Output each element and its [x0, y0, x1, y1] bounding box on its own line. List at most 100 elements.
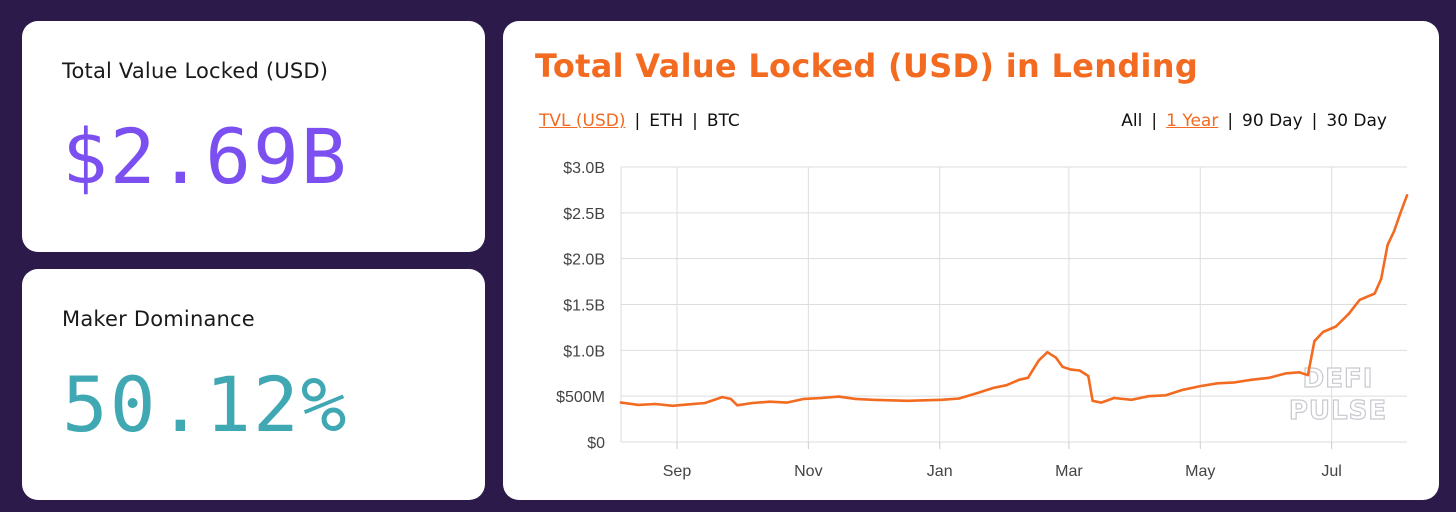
data-point [837, 395, 840, 398]
data-point [1298, 371, 1301, 374]
data-point [729, 397, 732, 401]
chart-panel: Total Value Locked (USD) in Lending TVL … [503, 21, 1439, 500]
data-point [721, 395, 724, 399]
separator: | [1227, 111, 1234, 131]
data-point [889, 399, 892, 402]
data-point [1199, 384, 1202, 388]
toggle-btc[interactable]: BTC [706, 111, 740, 131]
data-point [957, 397, 961, 400]
data-point [671, 404, 674, 407]
data-point [1313, 340, 1316, 343]
range-toggle-group: All | 1 Year | 90 Day | 30 Day [1121, 111, 1387, 131]
data-point [1147, 395, 1150, 398]
data-point [871, 398, 875, 401]
data-point [1334, 325, 1338, 328]
data-point [1046, 351, 1049, 354]
data-point [1054, 356, 1058, 359]
chart-title: Total Value Locked (USD) in Lending [535, 47, 1199, 85]
separator: | [634, 111, 641, 131]
separator: | [1151, 111, 1158, 131]
data-point [1380, 277, 1383, 280]
data-point [1087, 374, 1090, 378]
separator: | [692, 111, 698, 131]
x-tick-label: Jul [1321, 463, 1341, 480]
x-tick-label: Jan [927, 463, 953, 480]
data-point [1112, 396, 1116, 400]
separator: | [1311, 111, 1318, 131]
tvl-card: Total Value Locked (USD) $2.69B [22, 21, 485, 252]
y-tick-label: $2.5B [563, 206, 605, 223]
data-point [1306, 373, 1310, 377]
y-tick-label: $0 [587, 435, 605, 452]
data-point [1091, 399, 1094, 402]
unit-toggle-group: TVL (USD) | ETH | BTC [539, 111, 740, 131]
data-point [1405, 194, 1409, 197]
x-tick-label: Nov [794, 463, 822, 480]
data-point [1285, 372, 1288, 375]
data-point [1100, 401, 1103, 404]
maker-dominance-label: Maker Dominance [62, 307, 255, 331]
range-30-day[interactable]: 30 Day [1326, 111, 1387, 131]
defi-pulse-watermark: DEFI PULSE [1288, 363, 1387, 426]
chart-grid [620, 166, 1407, 449]
range-all[interactable]: All [1121, 111, 1143, 131]
data-point [1130, 398, 1133, 401]
tvl-label: Total Value Locked (USD) [62, 59, 329, 83]
data-point [820, 396, 823, 400]
toggle-tvl-usd[interactable]: TVL (USD) [539, 111, 626, 131]
tvl-line-chart: DEFI PULSE $0 $500M $1.0B $1.5B $2.0B $2.5B $3… [556, 160, 1409, 480]
series-layer [619, 194, 1409, 408]
x-tick-label: Mar [1055, 463, 1083, 480]
y-axis-ticks: $0 $500M $1.0B $1.5B $2.0B $2.5B $3.0B [556, 160, 605, 452]
data-point [1005, 384, 1008, 387]
y-tick-label: $1.5B [563, 298, 605, 315]
data-point [654, 402, 657, 406]
data-point [854, 397, 857, 401]
data-point [1026, 376, 1030, 379]
y-tick-label: $1.0B [563, 343, 605, 360]
tvl-value: $2.69B [62, 112, 349, 201]
data-point [736, 404, 739, 407]
data-point [906, 399, 909, 402]
x-axis-ticks: Sep Nov Jan Mar May Jul [663, 463, 1342, 480]
data-point [1399, 211, 1402, 214]
data-point [751, 401, 754, 405]
x-tick-label: Sep [663, 463, 692, 480]
range-1-year[interactable]: 1 Year [1166, 111, 1219, 131]
y-tick-label: $3.0B [563, 160, 605, 177]
maker-dominance-value: 50.12% [62, 360, 349, 449]
data-point [1268, 376, 1271, 379]
tvl-series-line [619, 194, 1409, 408]
data-point [1216, 382, 1219, 385]
data-point [1347, 312, 1351, 315]
data-point [1164, 394, 1167, 397]
data-point [1321, 330, 1325, 334]
data-point [1037, 359, 1040, 362]
data-point [1392, 230, 1396, 233]
data-point [1233, 381, 1236, 384]
data-point [686, 403, 689, 406]
data-point [1018, 378, 1021, 381]
data-point [1181, 388, 1185, 391]
y-tick-label: $500M [556, 389, 605, 406]
watermark-line-2: PULSE [1289, 396, 1387, 426]
data-point [975, 392, 978, 395]
maker-dominance-card: Maker Dominance 50.12% [22, 269, 485, 500]
data-point [1386, 243, 1389, 247]
data-point [768, 400, 771, 403]
data-point [637, 403, 640, 407]
range-90-day[interactable]: 90 Day [1242, 111, 1303, 131]
data-point [1358, 298, 1361, 302]
data-point [619, 401, 623, 404]
data-point [923, 399, 926, 402]
data-point [802, 397, 806, 401]
data-point [992, 386, 995, 390]
data-point [1373, 292, 1376, 295]
data-point [940, 398, 944, 401]
toggle-eth[interactable]: ETH [649, 111, 684, 131]
data-point [1078, 369, 1081, 372]
y-tick-label: $2.0B [563, 252, 605, 269]
data-point [1250, 378, 1254, 381]
data-point [1069, 368, 1073, 371]
watermark-line-1: DEFI [1303, 364, 1374, 394]
